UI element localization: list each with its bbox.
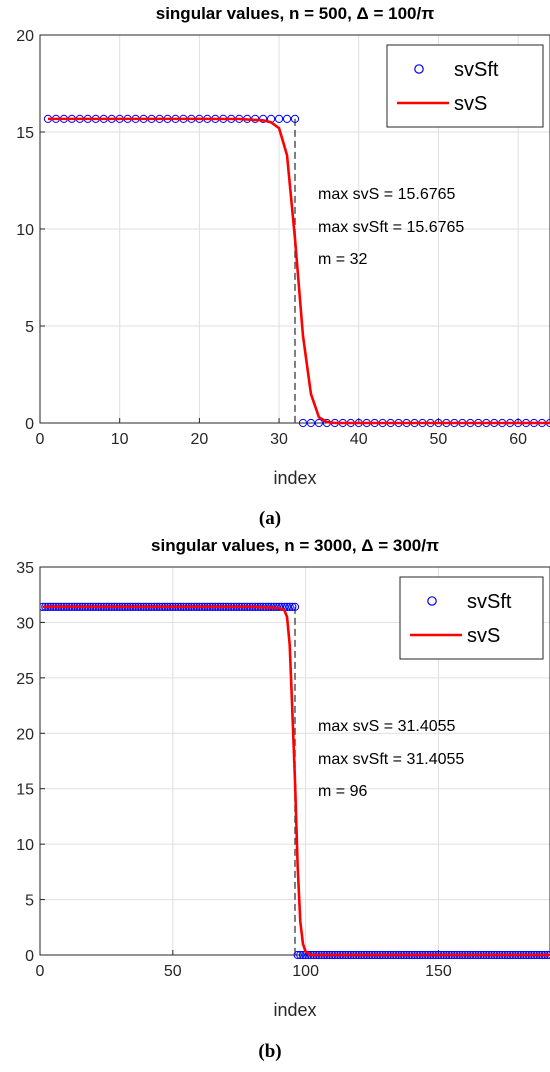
axes-box — [39, 566, 550, 956]
x-tick-label: 20 — [190, 431, 208, 448]
legend: svSft svS — [399, 576, 544, 660]
svsft-point — [288, 602, 297, 611]
y-tick-label: 15 — [16, 782, 34, 799]
legend-svsft-label: svSft — [467, 591, 512, 613]
x-tick-label: 0 — [36, 431, 45, 448]
legend-box — [386, 44, 544, 128]
data-layer — [40, 602, 550, 960]
x-tick-label: 10 — [111, 431, 129, 448]
y-tick-label: 20 — [16, 28, 34, 45]
figure-caption: (a) — [259, 508, 281, 529]
x-tick-label: 50 — [164, 963, 182, 980]
chart-title: singular values, n = 500, Δ = 100/π — [156, 4, 434, 23]
legend-svs-label: svS — [467, 625, 500, 647]
y-tick-label: 0 — [25, 948, 34, 965]
svsft-point — [290, 602, 300, 611]
annotation-text: max svS = 31.4055 — [318, 718, 456, 735]
svsft-point — [282, 114, 292, 123]
x-tick-label: 60 — [509, 431, 527, 448]
svsft-point — [296, 950, 305, 960]
x-tick-label: 50 — [430, 431, 448, 448]
legend-box — [399, 576, 544, 660]
annotation-text: m = 32 — [318, 251, 367, 268]
svs-line — [47, 117, 550, 425]
svsft-point — [298, 950, 308, 960]
x-tick-label: 100 — [292, 963, 319, 980]
y-tick-label: 25 — [16, 671, 34, 688]
svsft-point — [306, 418, 316, 428]
svsft-point — [285, 602, 294, 611]
y-tick-label: 10 — [16, 222, 34, 239]
chart-1: 0 10 20 30 40 50 60 0 5 10 15 20 singular values, n … — [16, 4, 550, 529]
legend-svsft-marker — [414, 64, 424, 74]
data-layer — [43, 114, 550, 428]
svsft-point — [274, 114, 284, 123]
y-tick-label: 35 — [16, 560, 34, 577]
x-axis-label: index — [273, 1000, 316, 1020]
y-tick-label: 20 — [16, 726, 34, 743]
annotation-text: m = 96 — [318, 783, 367, 800]
svsft-point — [293, 950, 302, 960]
x-tick-label: 150 — [425, 963, 452, 980]
y-tick-label: 15 — [16, 125, 34, 142]
x-axis-label: index — [273, 468, 316, 488]
annotation-text: max svSft = 15.6765 — [318, 219, 464, 236]
x-tick-label: 30 — [270, 431, 288, 448]
chart-title: singular values, n = 3000, Δ = 300/π — [151, 536, 439, 555]
svsft-point — [282, 602, 292, 611]
figure-caption: (b) — [258, 1041, 281, 1062]
x-tick-label: 40 — [350, 431, 368, 448]
legend: svSft svS — [386, 44, 544, 128]
y-tick-label: 5 — [25, 319, 34, 336]
legend-svsft-marker — [427, 596, 437, 606]
x-tick-label: 0 — [36, 963, 45, 980]
svsft-point — [314, 418, 324, 428]
chart-2: 0 50 100 150 0 5 10 15 20 25 30 35 singular values, … — [16, 536, 550, 1062]
y-tick-label: 0 — [25, 416, 34, 433]
y-tick-label: 10 — [16, 837, 34, 854]
annotation-text: max svSft = 31.4055 — [318, 751, 464, 768]
svsft-point — [290, 114, 300, 123]
svs-line — [42, 605, 550, 957]
legend-svsft-label: svSft — [454, 59, 499, 81]
y-tick-label: 5 — [25, 893, 34, 910]
svsft-point — [298, 418, 308, 428]
annotation-text: max svS = 15.6765 — [318, 186, 456, 203]
legend-svs-label: svS — [454, 93, 487, 115]
y-tick-label: 30 — [16, 615, 34, 632]
